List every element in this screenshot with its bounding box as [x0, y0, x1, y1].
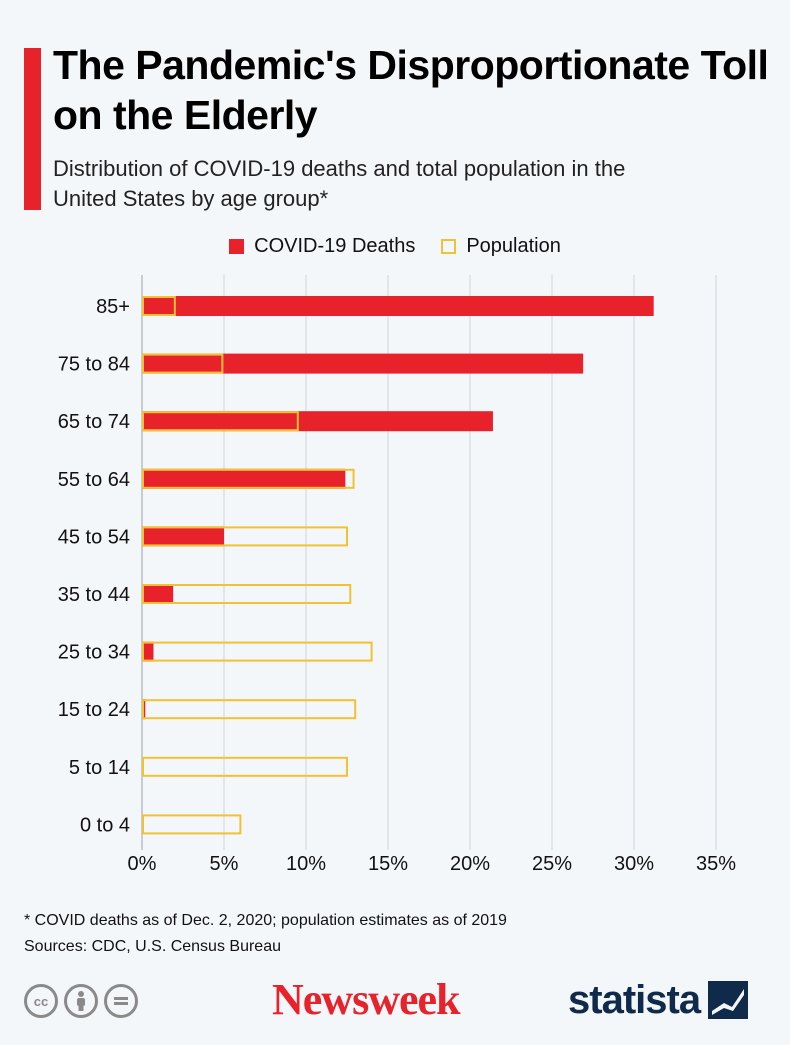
bar-population [142, 468, 355, 489]
bar-population [142, 296, 176, 316]
statista-wordmark: statista [568, 978, 701, 1022]
attribution-icon[interactable] [64, 984, 98, 1018]
footnote: * COVID deaths as of Dec. 2, 2020; popul… [24, 912, 507, 929]
y-category-label: 85+ [96, 296, 130, 318]
y-category-label: 55 to 64 [58, 469, 130, 491]
x-tick-label: 30% [614, 853, 654, 875]
bar-covid-deaths [142, 411, 493, 432]
bar-chart: 0% 5% 10% 15% 20% 25% 30% 35% 85+ 75 to 84 65 to 7… [58, 275, 736, 875]
statista-logo: statista [568, 976, 749, 1024]
accent-bar [24, 48, 41, 210]
x-tick-label: 5% [210, 853, 239, 875]
bar-population [142, 584, 352, 604]
chart-subtitle: Distribution of COVID-19 deaths and tota… [53, 156, 626, 211]
y-category-label: 15 to 24 [58, 699, 130, 721]
x-tick-label: 35% [696, 853, 736, 875]
y-category-label: 65 to 74 [58, 411, 130, 433]
statista-mark-icon [708, 981, 749, 1019]
bar-covid-deaths [142, 584, 174, 604]
legend-item-deaths: COVID-19 Deaths [229, 235, 415, 258]
bar-covid-deaths [142, 468, 346, 489]
y-category-label: 75 to 84 [58, 354, 130, 376]
bar-population [142, 641, 373, 662]
sources: Sources: CDC, U.S. Census Bureau [24, 938, 281, 955]
x-tick-label: 20% [450, 853, 490, 875]
chart-title: The Pandemic's Disproportionate Toll on … [53, 42, 769, 138]
bar-covid-deaths [142, 353, 584, 374]
y-category-label: 25 to 34 [58, 642, 130, 664]
x-tick-label: 10% [286, 853, 326, 875]
bar-population [142, 756, 348, 777]
bar-covid-deaths [142, 296, 654, 316]
legend-swatch-population [441, 238, 457, 254]
no-derivatives-icon[interactable] [104, 984, 138, 1018]
x-tick-label: 15% [368, 853, 408, 875]
bar-population [142, 411, 299, 432]
cc-icon[interactable]: cc [24, 984, 58, 1018]
y-category-label: 45 to 54 [58, 526, 130, 548]
x-tick-label: 25% [532, 853, 572, 875]
legend-swatch-deaths [229, 238, 245, 254]
legend-item-population: Population [441, 235, 561, 258]
svg-text:cc: cc [34, 994, 48, 1008]
bar-population [142, 526, 348, 547]
x-tick-label: 0% [128, 853, 157, 875]
newsweek-logo: Newsweek [272, 975, 461, 1024]
license-icons: cc [24, 984, 138, 1018]
bar-covid-deaths [142, 526, 224, 547]
legend-label-deaths: COVID-19 Deaths [254, 234, 416, 257]
bar-covid-deaths [142, 641, 154, 662]
legend-label-population: Population [466, 234, 561, 257]
bar-population [142, 699, 357, 720]
y-category-label: 35 to 44 [58, 584, 130, 606]
bar-population [142, 353, 224, 374]
bar-population [142, 814, 242, 835]
y-category-label: 5 to 14 [69, 757, 130, 779]
legend: COVID-19 Deaths Population [0, 232, 790, 260]
y-category-label: 0 to 4 [80, 814, 130, 836]
